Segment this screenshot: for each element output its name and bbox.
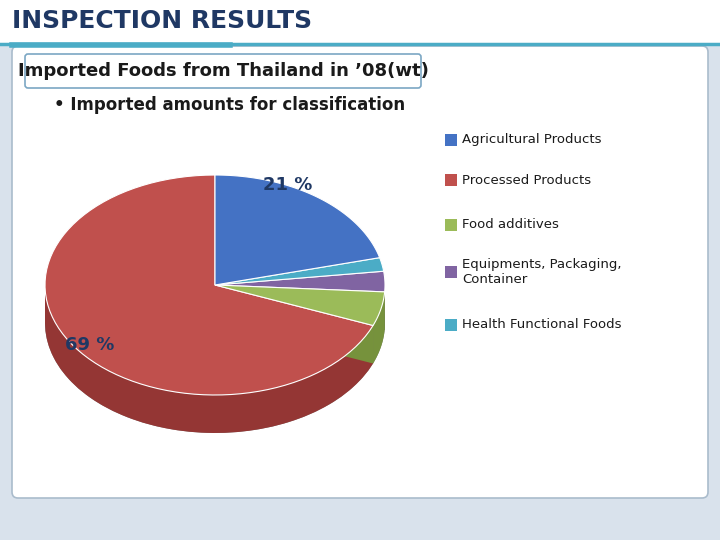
FancyBboxPatch shape	[0, 0, 720, 43]
Polygon shape	[215, 271, 385, 292]
Polygon shape	[215, 285, 384, 326]
Text: Imported Foods from Thailand in ’08(wt): Imported Foods from Thailand in ’08(wt)	[17, 62, 428, 80]
Text: INSPECTION RESULTS: INSPECTION RESULTS	[12, 9, 312, 33]
Polygon shape	[215, 175, 379, 285]
FancyBboxPatch shape	[445, 134, 457, 146]
Text: Food additives: Food additives	[462, 219, 559, 232]
Polygon shape	[215, 285, 384, 330]
Polygon shape	[215, 285, 373, 363]
Text: 21 %: 21 %	[264, 176, 312, 194]
FancyBboxPatch shape	[445, 266, 457, 278]
Polygon shape	[215, 285, 373, 363]
Polygon shape	[373, 292, 384, 363]
Polygon shape	[45, 285, 373, 433]
FancyBboxPatch shape	[445, 319, 457, 331]
Ellipse shape	[45, 213, 385, 433]
Text: Processed Products: Processed Products	[462, 173, 591, 186]
Text: Equipments, Packaging,
Container: Equipments, Packaging, Container	[462, 258, 621, 286]
Polygon shape	[45, 175, 373, 395]
Text: Agricultural Products: Agricultural Products	[462, 133, 601, 146]
Text: • Imported amounts for classification: • Imported amounts for classification	[55, 96, 405, 114]
FancyBboxPatch shape	[25, 54, 421, 88]
Text: 69 %: 69 %	[66, 336, 114, 354]
FancyBboxPatch shape	[445, 219, 457, 231]
Polygon shape	[215, 285, 384, 330]
Text: Health Functional Foods: Health Functional Foods	[462, 319, 621, 332]
FancyBboxPatch shape	[445, 174, 457, 186]
FancyBboxPatch shape	[12, 46, 708, 498]
Polygon shape	[215, 258, 384, 285]
